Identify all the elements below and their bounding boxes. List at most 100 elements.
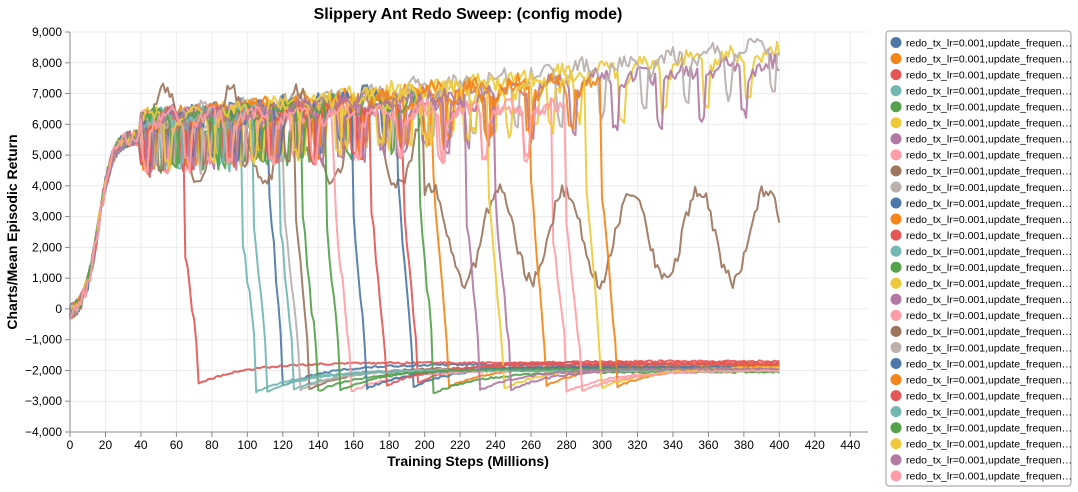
- y-tick-label: −1,000: [25, 333, 62, 347]
- x-tick-label: 320: [627, 438, 647, 452]
- series-layer: [69, 37, 781, 394]
- legend-label: redo_tx_lr=0.001,update_frequen…: [906, 246, 1072, 258]
- x-tick-label: 380: [734, 438, 754, 452]
- x-tick-label: 340: [663, 438, 683, 452]
- y-tick-label: 0: [55, 302, 62, 316]
- legend-label: redo_tx_lr=0.001,update_frequen…: [906, 294, 1072, 306]
- legend-label: redo_tx_lr=0.001,update_frequen…: [906, 37, 1072, 49]
- legend-swatch: [890, 293, 902, 305]
- legend-box: [885, 30, 1072, 487]
- legend-label: redo_tx_lr=0.001,update_frequen…: [906, 262, 1072, 274]
- legend-label: redo_tx_lr=0.001,update_frequen…: [906, 374, 1072, 386]
- x-tick-label: 0: [67, 438, 74, 452]
- legend-label: redo_tx_lr=0.001,update_frequen…: [906, 85, 1072, 97]
- legend-label: redo_tx_lr=0.001,update_frequen…: [906, 406, 1072, 418]
- y-tick-label: 6,000: [32, 117, 62, 131]
- legend-swatch: [890, 117, 902, 129]
- series-line: [69, 110, 780, 385]
- legend-swatch: [890, 470, 902, 482]
- legend-label: redo_tx_lr=0.001,update_frequen…: [906, 102, 1072, 114]
- y-tick-label: 2,000: [32, 240, 62, 254]
- x-tick-label: 280: [557, 438, 577, 452]
- legend-swatch: [890, 422, 902, 434]
- x-tick-label: 140: [308, 438, 328, 452]
- legend-swatch: [890, 406, 902, 418]
- legend-swatch: [890, 438, 902, 450]
- x-tick-label: 20: [99, 438, 113, 452]
- y-tick-label: 9,000: [32, 25, 62, 39]
- x-tick-label: 60: [170, 438, 184, 452]
- legend: redo_tx_lr=0.001,update_frequen… redo_tx_…: [885, 30, 1072, 487]
- legend-label: redo_tx_lr=0.001,update_frequen…: [906, 134, 1072, 146]
- legend-swatch: [890, 101, 902, 113]
- legend-swatch: [890, 69, 902, 81]
- y-tick-label: 3,000: [32, 210, 62, 224]
- legend-swatch: [890, 181, 902, 193]
- legend-label: redo_tx_lr=0.001,update_frequen…: [906, 439, 1072, 451]
- x-tick-label: 220: [450, 438, 470, 452]
- series-line: [69, 97, 780, 392]
- y-tick-label: 8,000: [32, 56, 62, 70]
- legend-swatch: [890, 390, 902, 402]
- legend-swatch: [890, 37, 902, 48]
- legend-label: redo_tx_lr=0.001,update_frequen…: [906, 326, 1072, 338]
- legend-swatch: [890, 454, 902, 466]
- x-tick-label: 80: [205, 438, 219, 452]
- y-tick-label: −3,000: [25, 394, 62, 408]
- legend-label: redo_tx_lr=0.001,update_frequen…: [906, 390, 1072, 402]
- legend-swatch: [890, 85, 902, 97]
- legend-swatch: [890, 325, 902, 337]
- y-tick-label: −2,000: [25, 363, 62, 377]
- legend-swatch: [890, 197, 902, 209]
- x-axis-title: Training Steps (Millions): [387, 453, 549, 469]
- x-tick-label: 360: [698, 438, 718, 452]
- legend-label: redo_tx_lr=0.001,update_frequen…: [906, 214, 1072, 226]
- legend-swatch: [890, 133, 902, 145]
- y-tick-label: 4,000: [32, 179, 62, 193]
- x-tick-label: 240: [486, 438, 506, 452]
- legend-label: redo_tx_lr=0.001,update_frequen…: [906, 278, 1072, 290]
- series-line: [69, 89, 780, 391]
- y-tick-label: −4,000: [25, 425, 62, 439]
- legend-swatch: [890, 213, 902, 225]
- legend-label: redo_tx_lr=0.001,update_frequen…: [906, 342, 1072, 354]
- legend-label: redo_tx_lr=0.001,update_frequen…: [906, 150, 1072, 162]
- x-tick-label: 420: [805, 438, 825, 452]
- legend-label: redo_tx_lr=0.001,update_frequen…: [906, 423, 1072, 435]
- x-tick-label: 300: [592, 438, 612, 452]
- legend-swatch: [890, 229, 902, 241]
- x-tick-label: 400: [769, 438, 789, 452]
- legend-label: redo_tx_lr=0.001,update_frequen…: [906, 455, 1072, 467]
- x-tick-label: 180: [379, 438, 399, 452]
- x-tick-label: 200: [415, 438, 435, 452]
- y-tick-label: 7,000: [32, 87, 62, 101]
- y-tick-label: 1,000: [32, 271, 62, 285]
- x-tick-label: 40: [134, 438, 148, 452]
- legend-label: redo_tx_lr=0.001,update_frequen…: [906, 471, 1072, 483]
- legend-label: redo_tx_lr=0.001,update_frequen…: [906, 118, 1072, 130]
- x-tick-label: 120: [273, 438, 293, 452]
- legend-swatch: [890, 261, 902, 273]
- legend-swatch: [890, 53, 902, 65]
- x-tick-label: 440: [840, 438, 860, 452]
- legend-label: redo_tx_lr=0.001,update_frequen…: [906, 182, 1072, 194]
- x-tick-label: 260: [521, 438, 541, 452]
- legend-swatch: [890, 309, 902, 321]
- legend-swatch: [890, 341, 902, 353]
- legend-label: redo_tx_lr=0.001,update_frequen…: [906, 198, 1072, 210]
- legend-swatch: [890, 245, 902, 257]
- x-tick-label: 100: [237, 438, 257, 452]
- y-axis-title: Charts/Mean Episodic Return: [4, 134, 20, 329]
- legend-swatch: [890, 165, 902, 177]
- legend-label: redo_tx_lr=0.001,update_frequen…: [906, 69, 1072, 81]
- legend-label: redo_tx_lr=0.001,update_frequen…: [906, 166, 1072, 178]
- legend-label: redo_tx_lr=0.001,update_frequen…: [906, 310, 1072, 322]
- legend-swatch: [890, 277, 902, 289]
- legend-label: redo_tx_lr=0.001,update_frequen…: [906, 230, 1072, 242]
- legend-label: redo_tx_lr=0.001,update_frequen…: [906, 358, 1072, 370]
- legend-swatch: [890, 358, 902, 369]
- axes: 0 20 40 60 80 100 120 140 160 180 200 220 240 260 280 3…: [25, 25, 868, 452]
- legend-swatch: [890, 374, 902, 386]
- chart-title: Slippery Ant Redo Sweep: (config mode): [314, 6, 623, 23]
